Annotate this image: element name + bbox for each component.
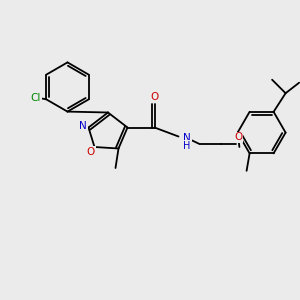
Text: O: O (87, 146, 95, 157)
Text: N: N (183, 133, 191, 143)
Text: N: N (79, 121, 87, 131)
Text: O: O (150, 92, 159, 103)
Text: O: O (234, 132, 243, 142)
Text: H: H (183, 141, 190, 151)
Text: Cl: Cl (31, 93, 41, 103)
